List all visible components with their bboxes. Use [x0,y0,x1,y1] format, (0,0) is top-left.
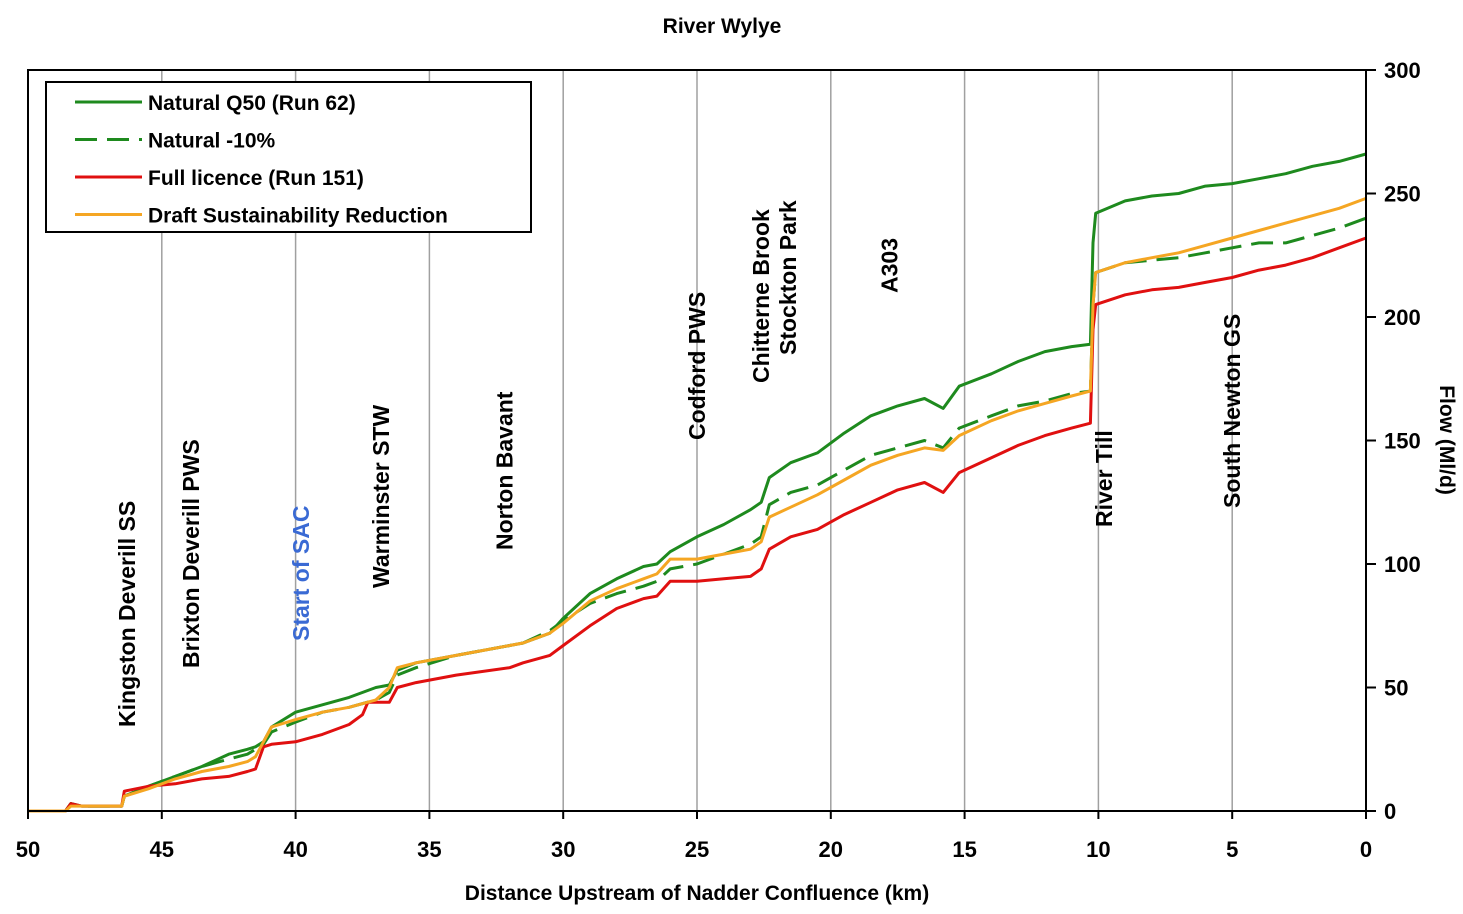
y-tick-label: 200 [1384,305,1421,330]
y-tick-label: 250 [1384,182,1421,207]
annotation-label: Warminster STW [368,405,394,588]
x-axis-title: Distance Upstream of Nadder Confluence (… [465,882,929,905]
annotation-label: Kingston Deverill SS [114,501,140,727]
x-tick-label: 0 [1360,837,1372,862]
annotation-label: South Newton GS [1219,314,1245,508]
series-line-4 [28,196,1367,813]
series-lines [28,152,1367,813]
x-tick-label: 25 [685,837,709,862]
annotation-label: Chitterne Brook [748,209,774,383]
x-axis-ticks: 50 45 40 35 30 25 20 15 10 5 0 [16,811,1372,862]
y-tick-label: 150 [1384,429,1421,454]
legend-label: Draft Sustainability Reduction [148,205,448,228]
annotation-label: Codford PWS [684,292,710,440]
chart-title: River Wylye [663,15,782,38]
y-axis-title: Flow (Ml/d) [1435,385,1458,495]
y-tick-label: 0 [1384,799,1396,824]
legend-label: Natural Q50 (Run 62) [148,92,356,115]
x-tick-label: 20 [819,837,843,862]
y-axis-ticks: 0 50 100 150 200 250 300 [1366,58,1421,824]
annotation-label: Stockton Park [775,200,801,355]
series-line-1 [28,152,1367,813]
x-tick-label: 50 [16,837,40,862]
annotation-label: Norton Bavant [491,391,517,550]
x-tick-label: 5 [1226,837,1238,862]
x-tick-label: 30 [551,837,575,862]
x-tick-label: 10 [1086,837,1110,862]
annotation-label: River Till [1091,430,1117,527]
x-tick-label: 40 [283,837,307,862]
y-tick-label: 50 [1384,676,1408,701]
x-tick-label: 35 [417,837,441,862]
y-tick-label: 300 [1384,58,1421,83]
x-tick-label: 45 [150,837,174,862]
series-line-3 [28,236,1367,813]
annotation-label: A303 [877,238,903,293]
legend-label: Full licence (Run 151) [148,167,364,190]
legend-box [45,81,532,233]
annotations: Kingston Deverill SS Brixton Deverill PWS… [114,200,1245,727]
y-tick-label: 100 [1384,552,1421,577]
legend: Natural Q50 (Run 62) Natural -10% Full lic… [45,81,532,233]
annotation-label: Brixton Deverill PWS [178,439,204,668]
x-tick-label: 15 [952,837,976,862]
legend-label: Natural -10% [148,130,276,153]
annotation-label: Start of SAC [288,506,314,641]
